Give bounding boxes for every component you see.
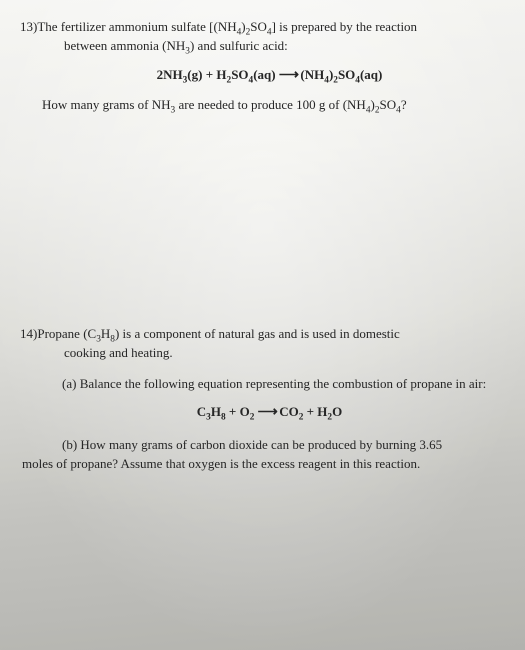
- q13-text: ?: [401, 97, 407, 112]
- eq-term: SO: [231, 67, 248, 82]
- q13-text: are needed to produce 100 g of (NH: [175, 97, 366, 112]
- q13-text: between ammonia (NH: [64, 38, 185, 53]
- q13-text: ] is prepared by the reaction: [272, 19, 417, 34]
- eq-term: O: [332, 404, 342, 419]
- eq-term: H: [211, 404, 221, 419]
- q13-text: ) and sulfuric acid:: [190, 38, 288, 53]
- q13-text: How many grams of NH: [42, 97, 171, 112]
- q14-number: 14): [20, 326, 37, 341]
- q14-text: Propane (C: [37, 326, 96, 341]
- part-text: moles of propane? Assume that oxygen is …: [22, 456, 420, 471]
- q13-number: 13): [20, 19, 37, 34]
- eq-plus: +: [202, 67, 216, 82]
- q13-text: The fertilizer ammonium sulfate [(NH: [37, 19, 236, 34]
- part-text: Balance the following equation represent…: [76, 376, 486, 391]
- eq-term: (NH: [300, 67, 324, 82]
- q13-stem: 13)The fertilizer ammonium sulfate [(NH4…: [42, 18, 497, 56]
- q13-equation: 2NH3(g) + H2SO4(aq) ⟶ (NH4)2SO4(aq): [42, 66, 497, 86]
- part-label: (b): [62, 437, 77, 452]
- q14-part-b-cont: moles of propane? Assume that oxygen is …: [22, 455, 497, 474]
- q14-text: ) is a component of natural gas and is u…: [115, 326, 400, 341]
- eq-term: (aq): [253, 67, 275, 82]
- sub: 2: [250, 413, 255, 423]
- q13-text: SO: [250, 19, 267, 34]
- eq-term: (aq): [360, 67, 382, 82]
- q13-ask: How many grams of NH3 are needed to prod…: [42, 96, 497, 115]
- eq-term: CO: [279, 404, 299, 419]
- eq-term: SO: [338, 67, 355, 82]
- question-14: 14)Propane (C3H8) is a component of natu…: [42, 325, 497, 474]
- eq-term: C: [197, 404, 206, 419]
- eq-term: H: [317, 404, 327, 419]
- q14-equation: C3H8 + O2 ⟶ CO2 + H2O: [42, 403, 497, 423]
- q14-text: H: [101, 326, 110, 341]
- eq-plus: +: [226, 404, 240, 419]
- eq-term: (g): [187, 67, 202, 82]
- eq-term: 2NH: [157, 67, 183, 82]
- part-label: (a): [62, 376, 76, 391]
- arrow-icon: ⟶: [258, 405, 280, 420]
- worksheet-page: 13)The fertilizer ammonium sulfate [(NH4…: [0, 0, 525, 650]
- eq-plus: +: [303, 404, 317, 419]
- question-13: 13)The fertilizer ammonium sulfate [(NH4…: [42, 18, 497, 115]
- part-text: How many grams of carbon dioxide can be …: [77, 437, 442, 452]
- q14-part-a: (a) Balance the following equation repre…: [42, 375, 497, 394]
- q14-part-b: (b) How many grams of carbon dioxide can…: [42, 436, 497, 455]
- eq-term: O: [240, 404, 250, 419]
- arrow-icon: ⟶: [279, 68, 301, 83]
- eq-term: H: [216, 67, 226, 82]
- q13-text: SO: [380, 97, 397, 112]
- q14-text: cooking and heating.: [64, 345, 173, 360]
- q14-stem: 14)Propane (C3H8) is a component of natu…: [42, 325, 497, 363]
